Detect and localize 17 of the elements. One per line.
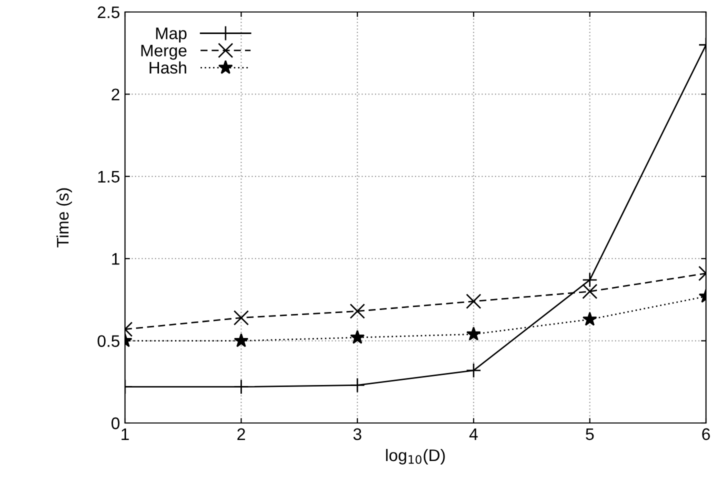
y-tick-label: 1	[112, 253, 120, 265]
legend-label: Merge	[141, 44, 186, 60]
y-tick-label: 0	[112, 417, 120, 430]
legend-label: Hash	[150, 61, 186, 74]
y-axis-title: Time (s)	[56, 188, 72, 248]
x-tick-label: 5	[586, 428, 594, 440]
y-tick-label: 0.5	[98, 335, 120, 348]
legend-label: Map	[156, 28, 187, 43]
x-tick-label: 3	[353, 428, 362, 440]
y-tick-label: 2	[112, 88, 120, 100]
x-tick-label: 2	[237, 428, 245, 440]
y-tick-label: 2.5	[98, 6, 120, 18]
x-tick-label: 4	[469, 428, 478, 440]
x-tick-label: 6	[702, 428, 710, 440]
x-axis-title: log$_{10}$(D)	[386, 448, 445, 464]
y-tick-label: 1.5	[98, 170, 120, 183]
x-tick-label: 1	[122, 428, 129, 440]
